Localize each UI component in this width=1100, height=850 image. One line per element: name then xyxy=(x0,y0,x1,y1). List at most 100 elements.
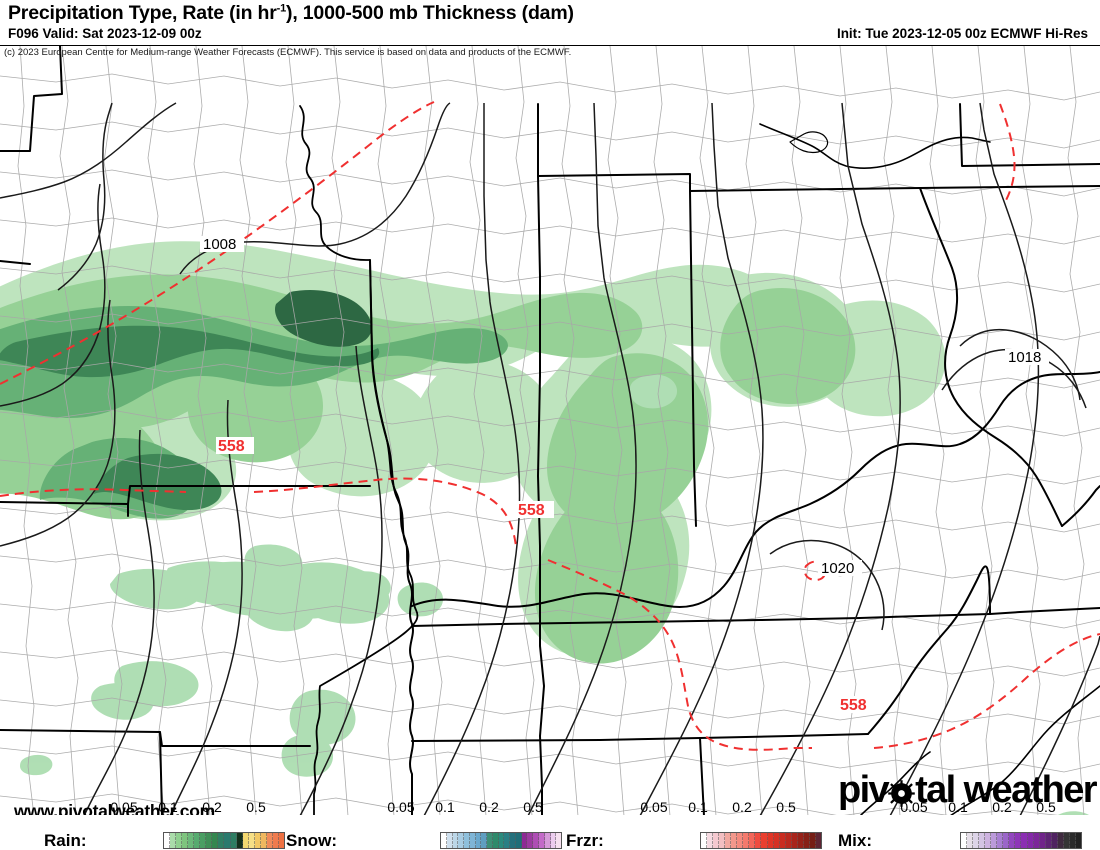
river-mississippi-mid xyxy=(369,259,414,815)
legend-group-frzr: Frzr: 0.05 0.1 0.2 0.5 xyxy=(0,799,1100,850)
isobar-line-3 xyxy=(57,102,113,291)
lake-erie-shore xyxy=(759,123,991,169)
colorbar-swatch xyxy=(815,833,821,848)
legend-group-mix: Mix: 0.05 0.1 0.2 0.5 xyxy=(0,799,1100,850)
state-border-iowa-missouri xyxy=(0,46,63,152)
colorbar-swatch xyxy=(556,833,562,848)
colorbar-swatch xyxy=(713,833,720,848)
svg-text:1018: 1018 xyxy=(1008,349,1041,366)
colorbar-tick-label: 0.5 xyxy=(1036,799,1056,815)
colorbar-swatch xyxy=(767,833,774,848)
isobar-line-14 xyxy=(1019,635,1100,815)
pivotal-weather-logo: piv xyxy=(838,769,1098,812)
site-url-watermark: www.pivotalweather.com xyxy=(14,801,215,815)
precip-patch-s9 xyxy=(244,544,303,582)
colorbar-swatch xyxy=(248,833,255,848)
state-border-westvirginia xyxy=(919,187,1063,527)
colorbar-swatch xyxy=(475,833,482,848)
colorbar-tick-label: 0.5 xyxy=(523,799,543,815)
precip-patch-s14 xyxy=(281,734,334,777)
colorbar-snow[interactable] xyxy=(440,832,562,849)
colorbar-swatch xyxy=(1045,833,1052,848)
contour-labels-layer: 1008 1018 1020 558 558 xyxy=(200,236,1049,714)
colorbar-swatch xyxy=(242,833,249,848)
legend-group-snow: Snow: 0.05 0.1 0.2 0.5 xyxy=(0,799,1100,850)
state-border-illinois-indiana xyxy=(537,103,545,815)
colorbar-swatch xyxy=(521,833,528,848)
colorbar-rain[interactable] xyxy=(163,832,285,849)
colorbar-swatch xyxy=(464,833,470,848)
colorbar-swatch xyxy=(170,833,177,848)
colorbar-swatch xyxy=(991,833,998,848)
isobar-line-4 xyxy=(0,183,106,407)
contour-label-558-east: 558 xyxy=(838,696,876,714)
map-header: Precipitation Type, Rate (in hr-1), 1000… xyxy=(0,0,1100,45)
isobar-line-6 xyxy=(83,429,155,815)
county-boundaries-layer xyxy=(0,46,1100,815)
colorbar-swatch xyxy=(539,833,545,848)
colorbar-swatch xyxy=(743,833,750,848)
colorbar-swatch xyxy=(973,833,980,848)
colorbar-swatch xyxy=(961,833,968,848)
thickness-558-ne xyxy=(999,103,1016,205)
isobar-line-9 xyxy=(423,103,521,815)
isobar-1018-contour xyxy=(959,328,1081,401)
contour-label-558-west: 558 xyxy=(216,437,254,455)
colorbar-swatch xyxy=(1033,833,1040,848)
colorbar-swatch xyxy=(791,833,798,848)
colorbar-swatch xyxy=(533,833,540,848)
gear-icon xyxy=(888,780,915,807)
colorbar-swatch xyxy=(544,833,551,848)
state-boundaries-layer xyxy=(0,46,1100,815)
thickness-558-line2b xyxy=(253,477,517,547)
colorbar-mix[interactable] xyxy=(960,832,1082,849)
precip-area-light-4 xyxy=(287,372,436,497)
colorbar-tick-label: 0.2 xyxy=(479,799,499,815)
colorbar-swatch xyxy=(979,833,986,848)
colorbar-swatch xyxy=(182,833,189,848)
colorbar-swatch xyxy=(997,833,1004,848)
valid-time-label: F096 Valid: Sat 2023-12-09 00z xyxy=(8,26,202,41)
colorbar-swatch xyxy=(510,833,516,848)
colorbar-swatch xyxy=(515,833,522,848)
state-border-virginia-northcarolina xyxy=(989,607,1100,615)
colorbar-swatch xyxy=(254,833,261,848)
contour-label-1018: 1018 xyxy=(1005,349,1049,366)
colorbar-swatch xyxy=(441,833,447,848)
colorbar-swatch xyxy=(1057,833,1064,848)
copyright-notice: (c) 2023 European Centre for Medium-rang… xyxy=(4,47,572,58)
colorbar-frzr[interactable] xyxy=(700,832,822,849)
state-border-missouri-arkansas xyxy=(0,485,371,505)
isobar-1020-contour xyxy=(769,539,885,631)
colorbar-tick-label: 0.2 xyxy=(992,799,1012,815)
svg-text:558: 558 xyxy=(518,502,545,519)
precip-patch-s12 xyxy=(159,667,194,689)
contour-label-1020: 1020 xyxy=(818,560,862,577)
map-canvas[interactable]: 1008 1018 1020 558 558 xyxy=(0,45,1100,815)
colorbar-swatch xyxy=(1009,833,1016,848)
colorbar-swatch xyxy=(458,833,465,848)
colorbar-swatch xyxy=(731,833,738,848)
precip-patch-s7 xyxy=(244,585,315,632)
colorbar-swatch xyxy=(504,833,511,848)
colorbar-swatch xyxy=(761,833,768,848)
isobar-line-8 xyxy=(299,345,383,815)
colorbar-swatch xyxy=(1021,833,1028,848)
colorbar-swatch xyxy=(779,833,786,848)
colorbar-tick-label: 0.05 xyxy=(900,799,928,815)
legend-label-snow: Snow: xyxy=(286,831,337,850)
colorbar-tick-label: 0.05 xyxy=(110,799,138,815)
state-border-louisiana-west xyxy=(159,731,163,815)
colorbar-tick-label: 0.1 xyxy=(688,799,708,815)
colorbar-swatch xyxy=(272,833,279,848)
colorbar-swatch xyxy=(212,833,219,848)
colorbar-swatch xyxy=(797,833,804,848)
colorbar-swatch xyxy=(452,833,459,848)
colorbar-swatch xyxy=(1063,833,1070,848)
colorbar-tick-label: 0.05 xyxy=(640,799,668,815)
colorbar-swatch xyxy=(1015,833,1022,848)
state-border-tennessee-northcarolina xyxy=(867,565,991,735)
colorbar-swatch xyxy=(785,833,792,848)
title-superscript: -1 xyxy=(276,2,287,15)
state-border-arkansas-louisiana xyxy=(0,729,311,747)
